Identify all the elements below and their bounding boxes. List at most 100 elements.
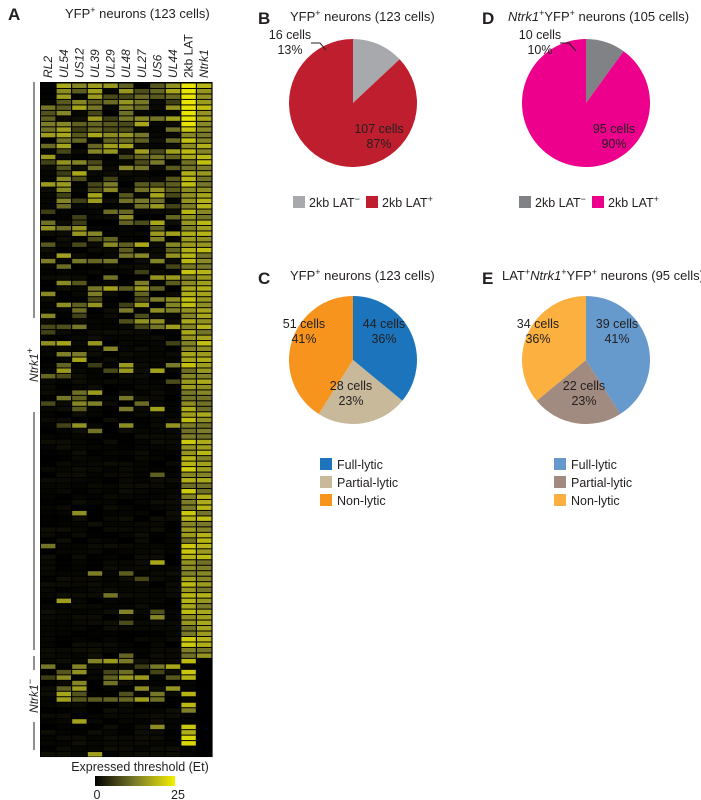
heatmap-cell xyxy=(134,516,149,521)
heatmap-cell xyxy=(41,582,56,587)
heatmap-cell xyxy=(103,675,118,680)
heatmap-cell xyxy=(72,99,87,105)
heatmap-cell xyxy=(134,708,149,713)
heatmap-cell xyxy=(103,143,118,149)
pie-data-label: 10% xyxy=(527,43,552,57)
heatmap-cell xyxy=(165,368,181,373)
heatmap-cell xyxy=(72,428,87,434)
heatmap-cell xyxy=(197,434,212,439)
heatmap-cell xyxy=(119,105,134,110)
heatmap-cell xyxy=(103,286,118,291)
heatmap-cell xyxy=(165,735,181,741)
heatmap-cell xyxy=(103,264,118,269)
heatmap-cell xyxy=(41,642,56,647)
heatmap-cell xyxy=(119,116,134,121)
heatmap-cell xyxy=(150,215,165,220)
heatmap-cell xyxy=(165,308,181,313)
heatmap-cell xyxy=(119,171,134,176)
heatmap-cell xyxy=(103,352,118,357)
heatmap-cell xyxy=(119,99,134,105)
pie-data-label: 41% xyxy=(604,332,629,346)
heatmap-cell xyxy=(41,335,56,341)
heatmap-cell xyxy=(119,406,134,412)
heatmap-cell xyxy=(197,450,212,456)
heatmap-cell xyxy=(197,746,212,752)
heatmap-cell xyxy=(72,390,87,395)
heatmap-cell xyxy=(134,697,149,702)
heatmap-cell xyxy=(56,269,71,275)
heatmap-cell xyxy=(181,746,196,752)
heatmap-cell xyxy=(56,609,71,615)
heatmap-cell xyxy=(103,647,118,653)
heatmap-cell xyxy=(41,587,56,593)
legend-e-label-non-lytic: Non-lytic xyxy=(571,494,620,508)
heatmap-cell xyxy=(72,171,87,176)
heatmap-cell xyxy=(103,357,118,362)
heatmap-cell xyxy=(56,686,71,691)
heatmap-column-label: UL27 xyxy=(135,48,149,78)
heatmap-cell xyxy=(41,691,56,697)
heatmap-cell xyxy=(41,434,56,439)
heatmap-cell xyxy=(181,434,196,439)
heatmap-cell xyxy=(134,521,149,527)
heatmap-cell xyxy=(56,593,71,598)
heatmap-cell xyxy=(134,719,149,724)
heatmap-cell xyxy=(87,746,103,752)
heatmap-cell xyxy=(119,154,134,160)
heatmap-cell xyxy=(165,362,181,368)
heatmap-cell xyxy=(165,88,181,94)
heatmap-cell xyxy=(150,253,165,258)
heatmap-cell xyxy=(103,269,118,275)
heatmap-cell xyxy=(134,242,149,247)
heatmap-cell xyxy=(134,160,149,165)
heatmap-cell xyxy=(197,171,212,176)
heatmap-cell xyxy=(41,225,56,231)
heatmap-cell xyxy=(56,99,71,105)
panel-d: D Ntrk1+YFP+ neurons (105 cells) 10 cell… xyxy=(482,8,689,210)
heatmap-cell xyxy=(41,160,56,165)
heatmap-cell xyxy=(56,615,71,620)
heatmap-cell xyxy=(197,401,212,406)
heatmap-cell xyxy=(56,379,71,384)
heatmap-cell xyxy=(72,746,87,752)
heatmap-cell xyxy=(72,752,87,757)
heatmap-cell xyxy=(72,609,87,615)
heatmap-cell xyxy=(150,532,165,538)
heatmap-cell xyxy=(72,510,87,516)
heatmap-cell xyxy=(56,697,71,702)
heatmap-cell xyxy=(134,741,149,746)
heatmap-cell xyxy=(181,176,196,182)
heatmap-cell xyxy=(119,275,134,280)
heatmap-cell xyxy=(41,138,56,143)
heatmap-cell xyxy=(72,231,87,236)
heatmap-cell xyxy=(165,253,181,258)
legend-e-label-partial-lytic: Partial-lytic xyxy=(571,476,632,490)
heatmap-cell xyxy=(165,741,181,746)
heatmap-cell xyxy=(103,658,118,664)
heatmap-cell xyxy=(41,719,56,724)
heatmap-cell xyxy=(181,510,196,516)
heatmap-cell xyxy=(103,116,118,121)
heatmap-cell xyxy=(134,149,149,154)
heatmap-cell xyxy=(119,719,134,724)
heatmap-cell xyxy=(41,489,56,494)
heatmap-cell xyxy=(87,434,103,439)
heatmap-cell xyxy=(197,116,212,121)
heatmap-cell xyxy=(41,549,56,554)
heatmap-cell xyxy=(134,193,149,198)
heatmap-cell xyxy=(165,587,181,593)
heatmap-cell xyxy=(119,543,134,549)
legend-b: 2kb LAT− 2kb LAT+ xyxy=(293,194,433,210)
heatmap-cell xyxy=(150,521,165,527)
heatmap-cell xyxy=(72,423,87,428)
heatmap-cell xyxy=(72,335,87,341)
heatmap-cell xyxy=(197,461,212,467)
heatmap-cell xyxy=(165,571,181,576)
heatmap-cell xyxy=(72,258,87,264)
heatmap-cell xyxy=(197,680,212,686)
heatmap-cell xyxy=(181,346,196,352)
heatmap-cell xyxy=(56,598,71,604)
heatmap-cell xyxy=(165,132,181,138)
heatmap-cell xyxy=(134,165,149,171)
heatmap-cell xyxy=(103,631,118,636)
